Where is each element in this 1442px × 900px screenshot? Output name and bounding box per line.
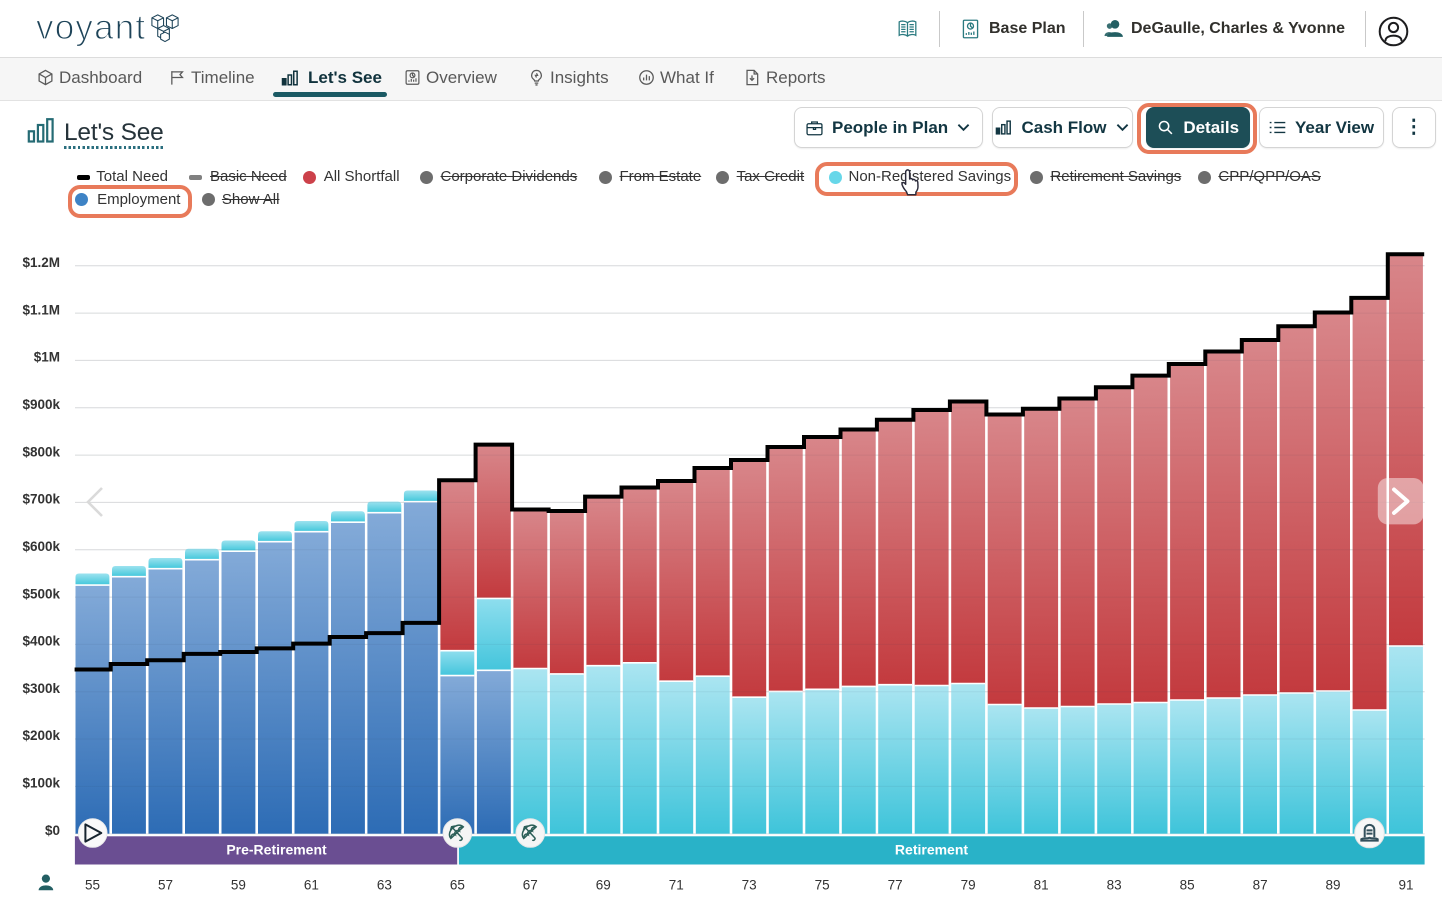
svg-text:63: 63 (377, 878, 392, 893)
svg-text:59: 59 (231, 878, 246, 893)
svg-text:77: 77 (888, 878, 903, 893)
svg-text:$1M: $1M (34, 350, 60, 365)
svg-text:$300k: $300k (22, 681, 60, 696)
svg-text:61: 61 (304, 878, 319, 893)
svg-text:$900k: $900k (22, 397, 60, 412)
svg-text:91: 91 (1398, 878, 1413, 893)
svg-text:$800k: $800k (22, 444, 60, 459)
svg-text:69: 69 (596, 878, 611, 893)
svg-text:75: 75 (815, 878, 830, 893)
svg-text:57: 57 (158, 878, 173, 893)
svg-text:$0: $0 (45, 823, 60, 838)
svg-text:65: 65 (450, 878, 465, 893)
svg-text:$100k: $100k (22, 776, 60, 791)
svg-text:73: 73 (742, 878, 757, 893)
svg-text:55: 55 (85, 878, 100, 893)
svg-text:79: 79 (961, 878, 976, 893)
svg-text:85: 85 (1180, 878, 1195, 893)
svg-text:Pre-Retirement: Pre-Retirement (226, 842, 327, 858)
svg-text:67: 67 (523, 878, 538, 893)
svg-text:Retirement: Retirement (895, 842, 968, 858)
svg-text:89: 89 (1325, 878, 1340, 893)
svg-text:83: 83 (1107, 878, 1122, 893)
svg-text:$1.1M: $1.1M (22, 302, 60, 317)
svg-text:$200k: $200k (22, 728, 60, 743)
svg-text:87: 87 (1253, 878, 1268, 893)
svg-text:81: 81 (1034, 878, 1049, 893)
svg-text:$600k: $600k (22, 539, 60, 554)
svg-text:$400k: $400k (22, 634, 60, 649)
svg-text:$700k: $700k (22, 492, 60, 507)
svg-text:$1.2M: $1.2M (22, 255, 60, 270)
svg-text:71: 71 (669, 878, 684, 893)
svg-text:$500k: $500k (22, 586, 60, 601)
